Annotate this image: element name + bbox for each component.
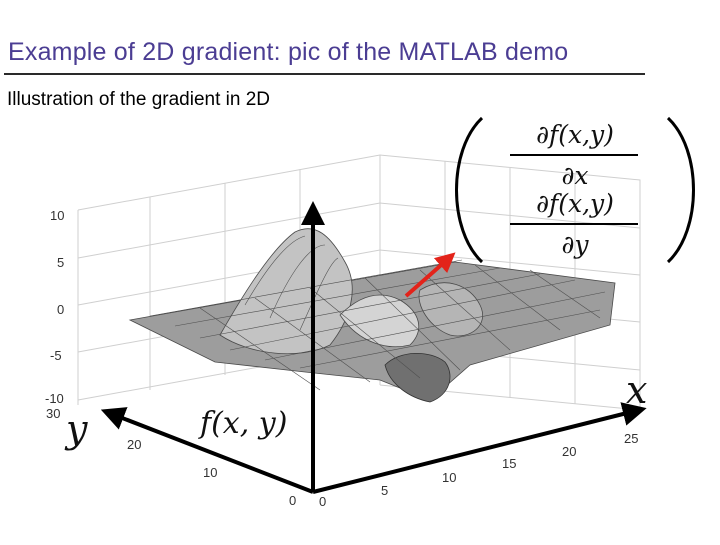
x-axis-arrow [312, 402, 647, 494]
z-tick: -10 [45, 391, 64, 406]
y-axis-label: y [64, 407, 88, 451]
gradient-figure: 10 5 0 -5 -10 30 20 10 0 0 5 10 15 20 25… [0, 110, 720, 540]
x-tick: 10 [442, 470, 456, 485]
z-tick: 5 [57, 255, 64, 270]
slide-subtitle: Illustration of the gradient in 2D [7, 89, 270, 110]
x-tick: 20 [562, 444, 576, 459]
x-tick: 15 [502, 456, 516, 471]
x-tick-labels: 0 5 10 15 20 25 [319, 431, 638, 509]
y-tick: 0 [289, 493, 296, 508]
z-tick: -5 [50, 348, 62, 363]
left-paren [455, 116, 484, 264]
surface-plot: 10 5 0 -5 -10 30 20 10 0 0 5 10 15 20 25… [45, 116, 695, 509]
surface-mesh [128, 228, 616, 403]
y-tick: 20 [127, 437, 141, 452]
x-tick: 5 [381, 483, 388, 498]
x-axis-label: x [626, 368, 647, 412]
y-axis-arrow [100, 407, 314, 494]
y-tick-labels: 30 20 10 0 [46, 406, 296, 508]
slide-title: Example of 2D gradient: pic of the MATLA… [8, 38, 569, 66]
gradient-y-denominator: ∂y [561, 230, 589, 259]
z-axis-label: f(x, y) [198, 406, 287, 441]
gradient-vector: ∂f(x,y) ∂x ∂f(x,y) ∂y [455, 116, 695, 264]
y-tick: 10 [203, 465, 217, 480]
z-tick: 0 [57, 302, 64, 317]
y-tick: 30 [46, 406, 60, 421]
gradient-y-numerator: ∂f(x,y) [536, 189, 614, 218]
gradient-arrow [404, 252, 456, 298]
gradient-x-numerator: ∂f(x,y) [536, 120, 614, 149]
right-paren [666, 116, 695, 264]
x-tick: 25 [624, 431, 638, 446]
z-tick: 10 [50, 208, 64, 223]
gradient-x-denominator: ∂x [561, 161, 588, 190]
z-tick-labels: 10 5 0 -5 -10 [45, 208, 64, 406]
x-tick: 0 [319, 494, 326, 509]
title-divider [4, 73, 645, 75]
